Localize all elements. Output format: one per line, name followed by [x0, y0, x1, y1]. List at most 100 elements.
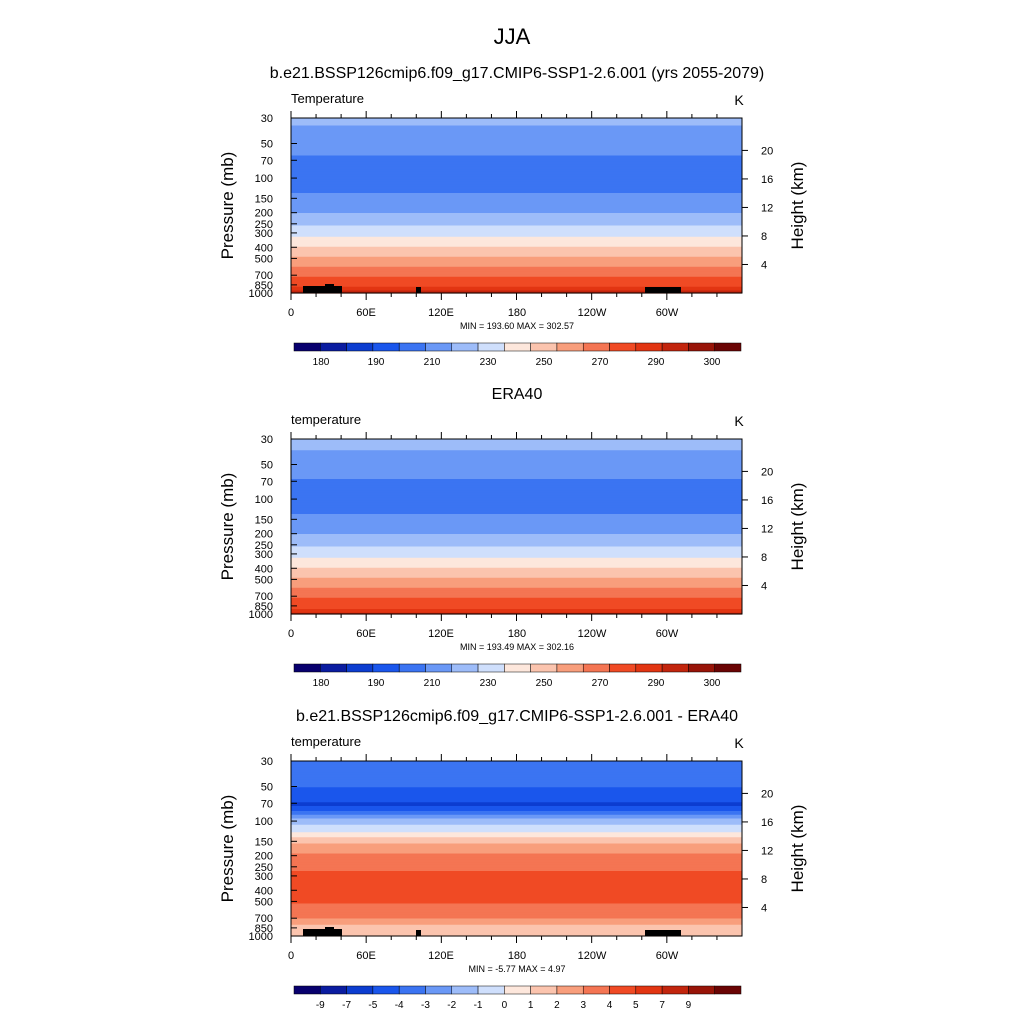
- contour-band: [291, 873, 742, 876]
- contour-band: [291, 174, 742, 177]
- contour-band: [291, 213, 742, 215]
- contour-band: [291, 466, 742, 469]
- contour-band: [291, 834, 742, 837]
- contour-band: [291, 766, 742, 768]
- y-tick-label: 30: [261, 113, 273, 125]
- contour-band: [291, 472, 742, 475]
- contour-band: [291, 454, 742, 456]
- contour-band: [291, 245, 742, 248]
- right-tick-label: 16: [761, 495, 773, 507]
- contour-field: [291, 761, 742, 937]
- contour-band: [291, 150, 742, 153]
- season-title: JJA: [494, 24, 531, 49]
- contour-band: [291, 542, 742, 545]
- y-tick-label: 250: [255, 540, 273, 552]
- contour-band: [291, 763, 742, 766]
- contour-band: [291, 260, 742, 263]
- contour-band: [291, 924, 742, 927]
- contour-band: [291, 159, 742, 162]
- contour-band: [291, 251, 742, 254]
- colorbar-label: 300: [704, 357, 721, 368]
- contour-band: [291, 854, 742, 857]
- contour-band: [291, 190, 742, 193]
- contour-band: [291, 125, 742, 128]
- contour-band: [291, 539, 742, 541]
- contour-band: [291, 461, 742, 464]
- colorbar-swatch: [556, 985, 584, 995]
- contour-band: [291, 787, 742, 790]
- colorbar-label: -2: [447, 1000, 456, 1011]
- contour-band: [291, 268, 742, 270]
- contour-band: [291, 140, 742, 143]
- y-axis-label: Pressure (mb): [218, 152, 237, 260]
- contour-band: [291, 788, 742, 791]
- contour-band: [291, 801, 742, 803]
- contour-band: [291, 577, 742, 580]
- x-tick-label: 120E: [428, 628, 454, 640]
- contour-band: [291, 510, 742, 513]
- contour-band: [291, 797, 742, 800]
- contour-band: [291, 851, 742, 853]
- right-axis-label: Height (km): [788, 805, 807, 893]
- contour-band: [291, 567, 742, 570]
- colorbar-swatch: [582, 342, 610, 352]
- colorbar-label: -3: [421, 1000, 430, 1011]
- right-tick-label: 8: [761, 874, 767, 886]
- contour-band: [291, 808, 742, 811]
- contour-band: [291, 263, 742, 265]
- contour-band: [291, 184, 742, 187]
- contour-band: [291, 576, 742, 579]
- contour-band: [291, 862, 742, 865]
- stats-label: MIN = 193.60 MAX = 302.57: [460, 321, 574, 331]
- contour-band: [291, 896, 742, 898]
- contour-band: [291, 465, 742, 468]
- contour-band: [291, 244, 742, 247]
- colorbar-swatch: [293, 663, 321, 673]
- contour-band: [291, 154, 742, 157]
- contour-band: [291, 822, 742, 825]
- contour-band: [291, 156, 742, 159]
- y-axis-label: Pressure (mb): [218, 795, 237, 903]
- contour-band: [291, 838, 742, 841]
- contour-band: [291, 540, 742, 543]
- contour-band: [291, 537, 742, 540]
- contour-band: [291, 185, 742, 188]
- contour-band: [291, 782, 742, 785]
- topography-block: [416, 287, 421, 293]
- contour-band: [291, 856, 742, 858]
- contour-band: [291, 441, 742, 444]
- y-tick-label: 200: [255, 529, 273, 541]
- contour-band: [291, 248, 742, 250]
- contour-band: [291, 916, 742, 918]
- contour-band: [291, 864, 742, 867]
- colorbar-swatch: [372, 342, 400, 352]
- contour-band: [291, 899, 742, 902]
- topography-block: [645, 930, 681, 936]
- contour-band: [291, 799, 742, 802]
- contour-band: [291, 932, 742, 935]
- contour-band: [291, 223, 742, 225]
- contour-band: [291, 918, 742, 921]
- colorbar-swatch: [320, 342, 347, 352]
- y-tick-label: 300: [255, 549, 273, 561]
- contour-band: [291, 562, 742, 565]
- right-tick-label: 8: [761, 552, 767, 564]
- contour-band: [291, 467, 742, 470]
- colorbar-swatch: [451, 342, 479, 352]
- contour-band: [291, 480, 742, 483]
- contour-band: [291, 812, 742, 815]
- y-tick-label: 100: [255, 173, 273, 185]
- contour-band: [291, 881, 742, 883]
- colorbar-label: 2: [554, 1000, 560, 1011]
- x-tick-label: 60W: [656, 628, 679, 640]
- contour-band: [291, 179, 742, 182]
- contour-band: [291, 447, 742, 450]
- contour-band: [291, 280, 742, 283]
- contour-band: [291, 524, 742, 526]
- y-tick-label: 1000: [249, 931, 273, 943]
- contour-band: [291, 505, 742, 508]
- contour-band: [291, 155, 742, 158]
- contour-band: [291, 266, 742, 269]
